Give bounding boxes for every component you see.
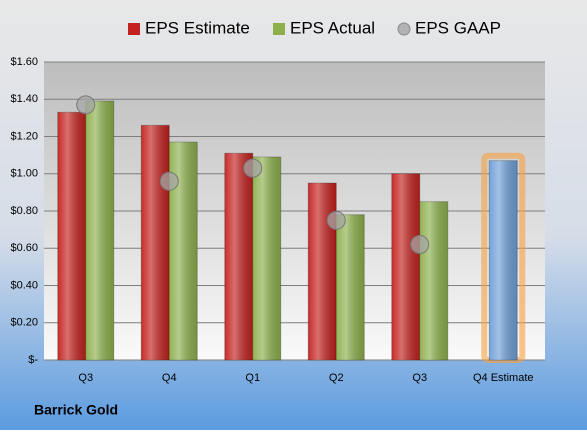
y-tick-label: $0.60 bbox=[10, 242, 38, 254]
y-tick-label: $1.00 bbox=[10, 168, 38, 180]
bar-sheen bbox=[489, 160, 518, 360]
x-tick-label: Q2 bbox=[329, 372, 344, 384]
legend-label: EPS GAAP bbox=[415, 18, 501, 37]
legend-label: EPS Estimate bbox=[145, 18, 250, 37]
legend-label: EPS Actual bbox=[290, 18, 375, 37]
bar-sheen bbox=[141, 125, 170, 360]
y-tick-label: $0.20 bbox=[10, 317, 38, 329]
y-tick-label: $0.40 bbox=[10, 279, 38, 291]
x-tick-label: Q3 bbox=[412, 372, 427, 384]
legend-marker bbox=[128, 23, 140, 35]
x-tick-label: Q3 bbox=[78, 372, 93, 384]
bar-sheen bbox=[419, 201, 448, 360]
bar-sheen bbox=[57, 112, 86, 360]
bar-sheen bbox=[308, 183, 337, 360]
gaap-marker bbox=[326, 210, 346, 230]
y-tick-label: $- bbox=[28, 354, 38, 366]
gaap-marker bbox=[243, 158, 263, 178]
legend-marker bbox=[273, 23, 285, 35]
bar-sheen bbox=[252, 156, 281, 360]
y-tick-label: $1.20 bbox=[10, 130, 38, 142]
y-tick-label: $0.80 bbox=[10, 205, 38, 217]
legend-marker bbox=[397, 22, 411, 36]
bar-sheen bbox=[224, 153, 253, 360]
y-tick-label: $1.60 bbox=[10, 56, 38, 68]
gaap-marker bbox=[410, 235, 430, 255]
x-tick-label: Q4 bbox=[162, 372, 177, 384]
x-tick-label: Q4 Estimate bbox=[473, 372, 534, 384]
bar-sheen bbox=[85, 101, 114, 361]
bar-sheen bbox=[336, 214, 365, 360]
bar-sheen bbox=[391, 173, 420, 360]
gaap-marker bbox=[159, 171, 179, 191]
y-tick-label: $1.40 bbox=[10, 93, 38, 105]
x-tick-label: Q1 bbox=[245, 372, 260, 384]
gaap-marker bbox=[76, 95, 96, 115]
caption: Barrick Gold bbox=[34, 402, 118, 418]
